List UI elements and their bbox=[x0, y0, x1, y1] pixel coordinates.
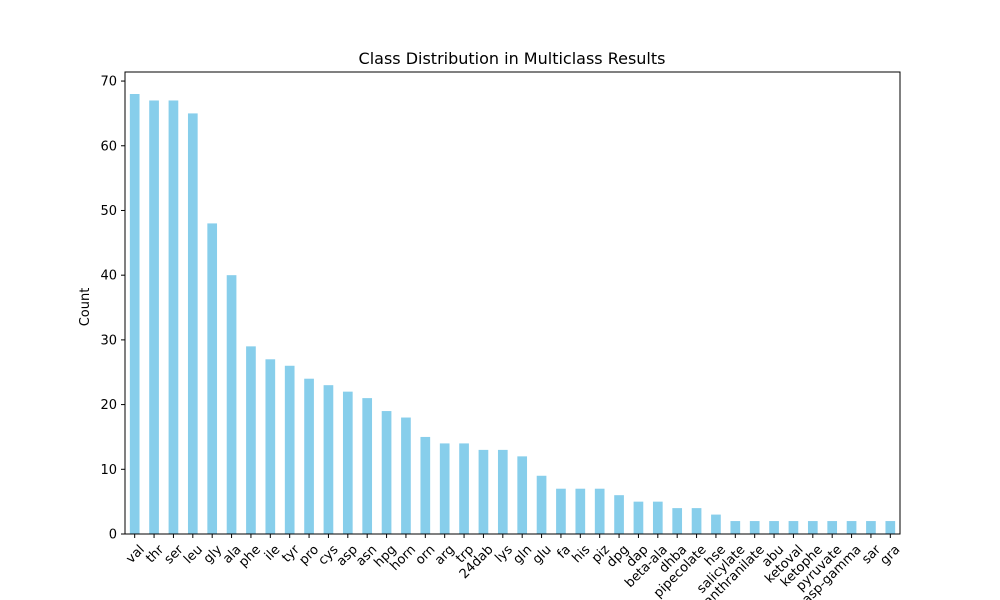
bar-his bbox=[575, 488, 586, 534]
bar-horn bbox=[401, 417, 411, 534]
bar-orn bbox=[420, 436, 431, 534]
bar-asn bbox=[362, 398, 373, 534]
bar-beta-ala bbox=[652, 501, 663, 534]
bar-pyruvate bbox=[827, 521, 838, 534]
plot-frame bbox=[124, 71, 901, 535]
chart-title: Class Distribution in Multiclass Results bbox=[359, 49, 666, 68]
bar-gra bbox=[885, 521, 896, 534]
x-tick-label: phe bbox=[236, 542, 264, 570]
y-tick-label: 70 bbox=[100, 75, 117, 90]
bars-group bbox=[129, 94, 896, 535]
bar-dhba bbox=[672, 508, 683, 534]
bar-asp bbox=[342, 391, 353, 534]
y-tick-label: 40 bbox=[100, 269, 117, 284]
y-tick-label: 20 bbox=[100, 398, 117, 413]
bar-pipecolate bbox=[691, 508, 702, 534]
y-tick-label: 60 bbox=[100, 139, 117, 154]
bar-fa bbox=[556, 488, 566, 534]
bar-dap bbox=[633, 501, 644, 534]
y-tick-label: 50 bbox=[100, 204, 117, 219]
bar-thr bbox=[149, 100, 159, 535]
bar-hpg bbox=[381, 411, 392, 534]
bar-leu bbox=[187, 113, 198, 534]
bar-glu bbox=[536, 475, 547, 534]
bar-gly bbox=[207, 223, 218, 535]
bar-arg bbox=[439, 443, 450, 534]
bar-salicylate bbox=[730, 521, 741, 534]
bar-dpg bbox=[614, 495, 624, 534]
y-axis-label: Count bbox=[78, 288, 93, 327]
bar-24dab bbox=[478, 449, 489, 534]
bar-piz bbox=[594, 488, 605, 534]
bar-ketoval bbox=[788, 521, 799, 534]
x-tick-label: fa bbox=[555, 542, 574, 561]
bar-val bbox=[129, 94, 140, 534]
bar-abu bbox=[769, 521, 779, 534]
x-tick-label: gra bbox=[877, 542, 903, 568]
bar-hse bbox=[711, 514, 721, 534]
bar-sar bbox=[866, 521, 876, 534]
x-axis: valthrserleuglyalapheiletyrprocysaspasnh… bbox=[123, 534, 903, 600]
bar-anthranilate bbox=[749, 521, 760, 534]
bar-asp-gamma bbox=[846, 521, 857, 534]
bar-lys bbox=[497, 449, 508, 534]
bar-tyr bbox=[284, 365, 295, 534]
y-tick-label: 10 bbox=[100, 463, 117, 478]
x-tick-label: glu bbox=[530, 542, 555, 567]
y-tick-label: 0 bbox=[109, 528, 117, 543]
bar-ile bbox=[265, 359, 276, 534]
y-axis: 0 10 20 30 40 50 60 70 bbox=[100, 75, 125, 543]
bar-trp bbox=[459, 443, 469, 534]
bar-ala bbox=[226, 275, 237, 534]
bar-ser bbox=[168, 100, 179, 535]
bar-gln bbox=[517, 456, 528, 534]
y-tick-label: 30 bbox=[100, 333, 117, 348]
bar-cys bbox=[323, 385, 334, 534]
bar-phe bbox=[246, 346, 256, 534]
bar-pro bbox=[304, 378, 314, 534]
bar-ketophe bbox=[807, 521, 818, 534]
